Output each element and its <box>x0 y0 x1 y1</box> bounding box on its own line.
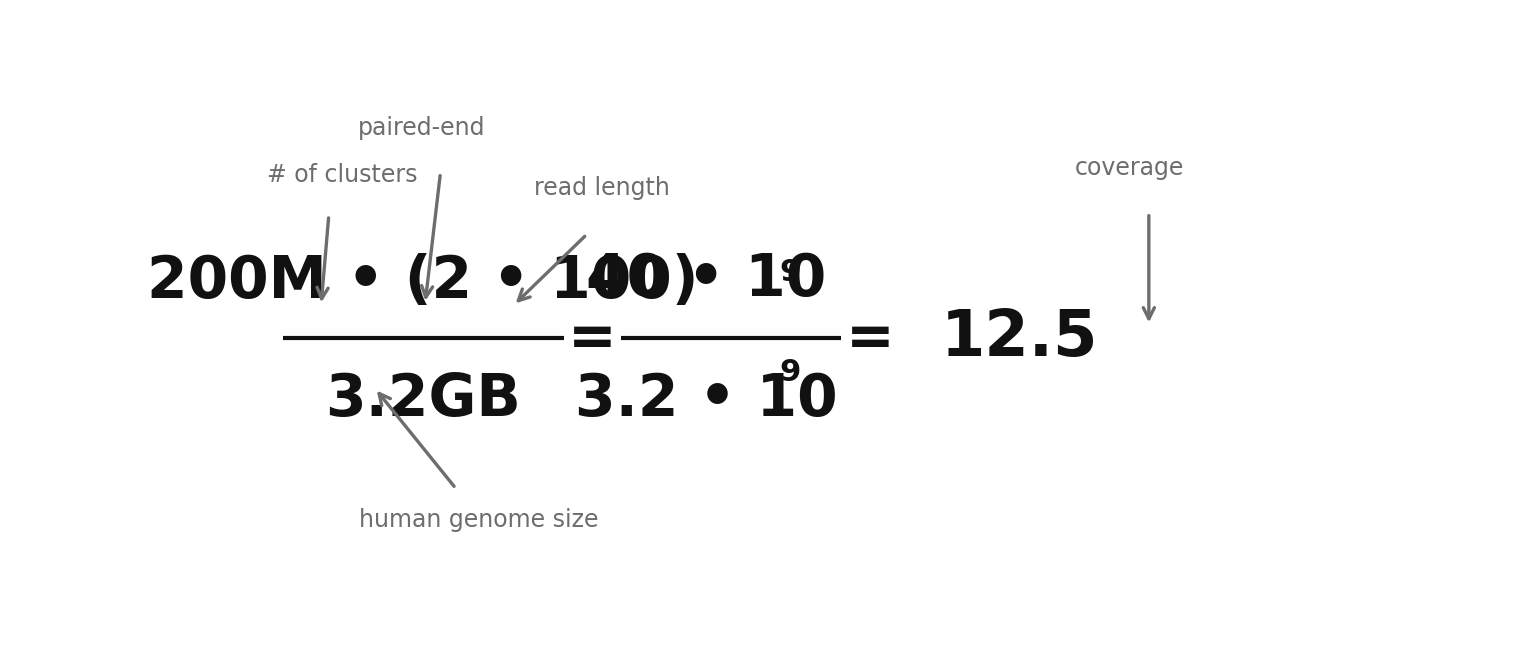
Text: 12.5: 12.5 <box>941 308 1099 369</box>
Text: =: = <box>568 310 616 367</box>
Text: 3.2 • 10: 3.2 • 10 <box>575 371 837 428</box>
Text: human genome size: human genome size <box>359 508 598 532</box>
Text: =: = <box>846 310 895 367</box>
Text: read length: read length <box>534 176 670 200</box>
Text: # of clusters: # of clusters <box>268 163 417 187</box>
Text: 3.2GB: 3.2GB <box>326 371 521 428</box>
Text: 40 • 10: 40 • 10 <box>586 251 826 308</box>
Text: 9: 9 <box>779 358 801 387</box>
Text: coverage: coverage <box>1075 157 1184 180</box>
Text: 200M • (2 • 100): 200M • (2 • 100) <box>148 253 699 310</box>
Text: paired-end: paired-end <box>358 117 486 141</box>
Text: 9: 9 <box>779 258 801 287</box>
